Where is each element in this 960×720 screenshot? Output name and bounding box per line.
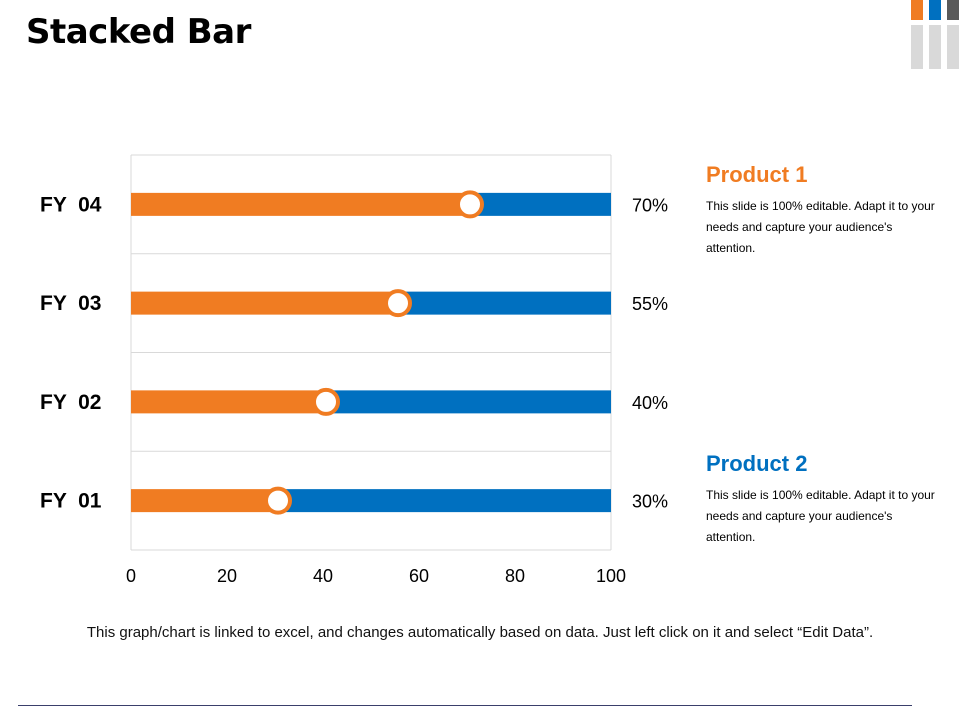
bar-marker-2 bbox=[312, 387, 340, 416]
bar-product-2-4 bbox=[467, 192, 611, 216]
legend-product-1: Product 1 This slide is 100% editable. A… bbox=[706, 162, 936, 259]
deco-gray-block-1 bbox=[911, 25, 923, 69]
legend-product-2-description: This slide is 100% editable. Adapt it to… bbox=[706, 488, 935, 544]
bar-marker-1 bbox=[264, 486, 292, 515]
category-label: FY 04 bbox=[40, 193, 102, 216]
deco-gray-block-2 bbox=[929, 25, 941, 69]
slide-title: Stacked Bar bbox=[26, 12, 251, 52]
corner-decoration bbox=[911, 0, 959, 69]
bar-product-2-2 bbox=[323, 390, 611, 414]
x-tick-label: 40 bbox=[313, 566, 333, 586]
bottom-divider bbox=[18, 705, 912, 706]
bar-product-1-4 bbox=[131, 192, 467, 216]
x-tick-label: 60 bbox=[409, 566, 429, 586]
x-tick-label: 0 bbox=[126, 566, 136, 586]
category-label: FY 02 bbox=[40, 391, 101, 414]
chart-footnote: This graph/chart is linked to excel, and… bbox=[86, 624, 874, 641]
bar-product-2-3 bbox=[395, 291, 611, 315]
bar-marker-4 bbox=[456, 190, 484, 219]
legend-product-1-description: This slide is 100% editable. Adapt it to… bbox=[706, 199, 935, 255]
x-tick-label: 80 bbox=[505, 566, 525, 586]
deco-gray-block-3 bbox=[947, 25, 959, 69]
legend-product-2-title: Product 2 bbox=[706, 451, 808, 476]
bar-product-1-1 bbox=[131, 489, 275, 513]
deco-blue-block bbox=[929, 0, 941, 20]
bar-product-2-1 bbox=[275, 489, 611, 513]
data-label: 30% bbox=[632, 492, 668, 512]
x-tick-label: 100 bbox=[596, 566, 626, 586]
data-label: 55% bbox=[632, 294, 668, 314]
bar-product-1-2 bbox=[131, 390, 323, 414]
category-label: FY 03 bbox=[40, 292, 101, 315]
x-tick-label: 20 bbox=[217, 566, 237, 586]
bar-product-1-3 bbox=[131, 291, 395, 315]
legend-product-2: Product 2 This slide is 100% editable. A… bbox=[706, 451, 936, 548]
deco-orange-block bbox=[911, 0, 923, 20]
deco-dark-block bbox=[947, 0, 959, 20]
category-label: FY 01 bbox=[40, 490, 102, 513]
data-label: 70% bbox=[632, 195, 668, 215]
bar-marker-3 bbox=[384, 289, 412, 318]
data-label: 40% bbox=[632, 393, 668, 413]
legend-product-1-title: Product 1 bbox=[706, 162, 808, 187]
